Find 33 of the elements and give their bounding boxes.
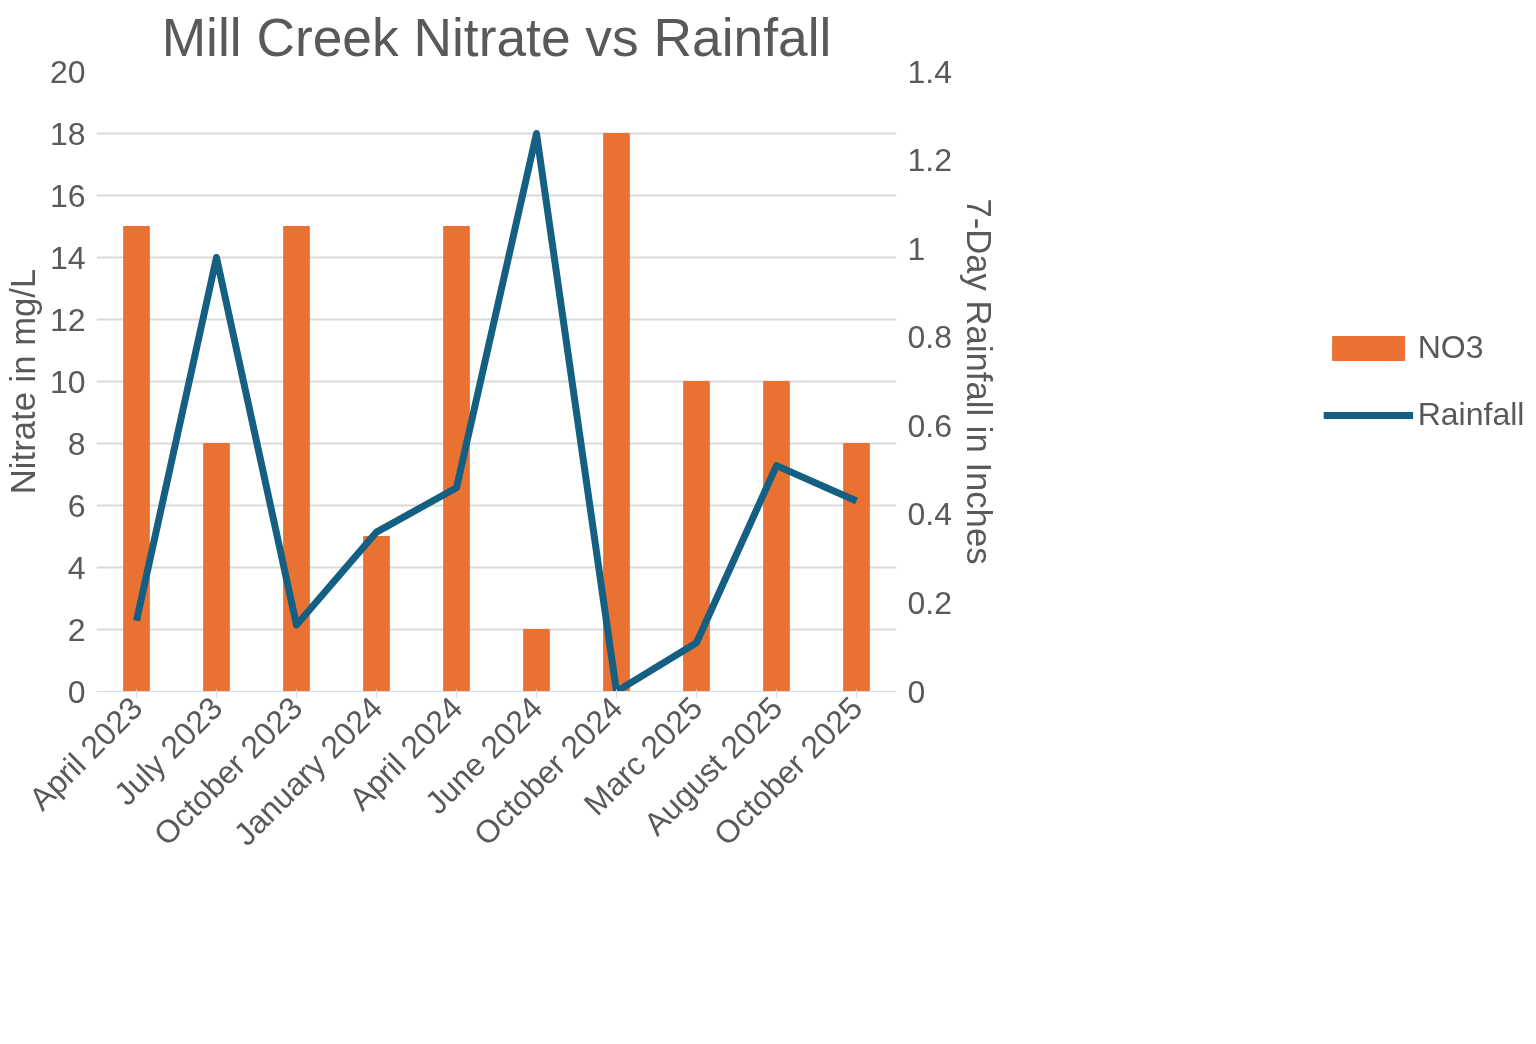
y2-tick-label: 1.4: [907, 53, 952, 90]
bar: [843, 443, 870, 692]
y2-tick-label: 1.2: [907, 142, 952, 179]
y-tick-label: 6: [67, 487, 86, 524]
y2-tick-label: 0.2: [907, 584, 952, 621]
y2-tick-label: 0.6: [907, 407, 952, 444]
y-tick-label: 2: [67, 611, 86, 648]
y-tick-label: 10: [49, 363, 86, 400]
y-tick-label: 16: [49, 177, 86, 214]
y-tick-label: 12: [49, 301, 86, 338]
y2-tick-label: 0.8: [907, 319, 952, 356]
bar: [283, 226, 310, 692]
chart-title: Mill Creek Nitrate vs Rainfall: [161, 7, 832, 67]
y-tick-label: 8: [67, 425, 86, 462]
y-tick-label: 4: [67, 549, 86, 586]
bar: [603, 133, 630, 692]
y2-tick-label: 0.4: [907, 496, 952, 533]
legend-label: NO3: [1417, 329, 1484, 366]
y2-tick-label: 0: [907, 673, 926, 710]
legend-label: Rainfall: [1417, 396, 1525, 433]
y-axis-title: Nitrate in mg/L: [3, 268, 42, 495]
y-tick-label: 20: [49, 53, 86, 90]
y2-axis-title: 7-Day Rainfall in Inches: [959, 198, 998, 565]
y-tick-label: 14: [49, 239, 86, 276]
bar: [683, 381, 710, 692]
bar: [443, 226, 470, 692]
y-tick-label: 18: [49, 115, 86, 152]
bar: [763, 381, 790, 692]
bar: [123, 226, 150, 692]
bar: [523, 629, 550, 692]
bar: [363, 536, 390, 692]
bar: [203, 443, 230, 692]
y2-tick-label: 1: [907, 230, 926, 267]
